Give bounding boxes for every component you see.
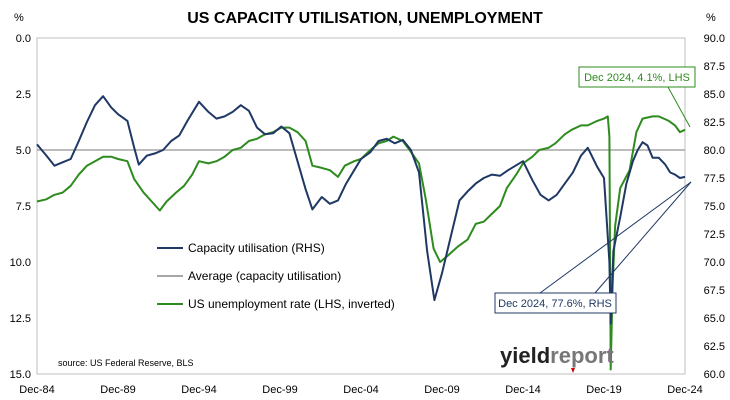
right-tick-label: 80.0 <box>704 145 725 157</box>
left-tick-label: 2.5 <box>16 89 31 101</box>
series-layer <box>36 95 686 371</box>
left-tick-label: 5.0 <box>16 145 31 157</box>
source-note: source: US Federal Reserve, BLS <box>58 358 194 368</box>
right-tick-label: 82.5 <box>704 117 725 129</box>
right-tick-label: 70.0 <box>704 257 725 269</box>
left-tick-label: 7.5 <box>16 201 31 213</box>
left-axis: 0.0 2.5 5.0 7.5 10.0 12.5 15.0 <box>10 33 31 381</box>
yieldreport-logo: yieldreport <box>500 343 614 373</box>
right-tick-label: 65.0 <box>704 313 725 325</box>
right-axis-unit: % <box>706 12 716 24</box>
logo-text: yieldreport <box>500 343 614 368</box>
right-tick-label: 77.5 <box>704 173 725 185</box>
x-tick-label: Dec-99 <box>262 384 297 396</box>
x-axis: Dec-84 Dec-89 Dec-94 Dec-99 Dec-04 Dec-09 Dec-… <box>19 384 702 396</box>
x-tick-label: Dec-14 <box>505 384 540 396</box>
x-tick-label: Dec-84 <box>19 384 54 396</box>
right-axis: 60.0 62.5 65.0 67.5 70.0 72.5 75.0 77.5 80.0 82.5… <box>704 33 725 381</box>
left-tick-label: 10.0 <box>10 257 31 269</box>
left-axis-unit: % <box>14 12 24 24</box>
chart-title: US CAPACITY UTILISATION, UNEMPLOYMENT <box>187 10 543 27</box>
right-tick-label: 87.5 <box>704 61 725 73</box>
x-tick-label: Dec-24 <box>667 384 702 396</box>
annotation-leader-capacity-b <box>594 181 692 294</box>
right-tick-label: 90.0 <box>704 33 725 45</box>
annotation-text-capacity: Dec 2024, 77.6%, RHS <box>498 298 612 310</box>
x-tick-label: Dec-94 <box>181 384 216 396</box>
logo-part-report: report <box>550 343 614 368</box>
annotation-box-unemployment <box>578 66 696 88</box>
legend-label-capacity: Capacity utilisation (RHS) <box>188 241 325 255</box>
right-tick-label: 62.5 <box>704 341 725 353</box>
left-tick-label: 0.0 <box>16 33 31 45</box>
x-tick-label: Dec-09 <box>424 384 459 396</box>
annotation-unemployment: Dec 2024, 4.1%, LHS <box>578 66 696 128</box>
x-tick-label: Dec-89 <box>100 384 135 396</box>
annotation-leader-capacity-a <box>539 181 692 294</box>
legend-label-average: Average (capacity utilisation) <box>188 269 341 283</box>
capacity-utilisation-line <box>36 95 686 325</box>
right-tick-label: 75.0 <box>704 201 725 213</box>
x-tick-label: Dec-19 <box>586 384 621 396</box>
legend: Capacity utilisation (RHS) Average (capa… <box>157 241 395 311</box>
logo-marker-icon <box>571 368 575 373</box>
logo-part-yield: yield <box>500 343 550 368</box>
legend-label-unemployment: US unemployment rate (LHS, inverted) <box>188 297 395 311</box>
right-tick-label: 67.5 <box>704 285 725 297</box>
annotation-text-unemployment: Dec 2024, 4.1%, LHS <box>584 72 690 84</box>
annotation-capacity: Dec 2024, 77.6%, RHS <box>494 181 692 314</box>
plot-area <box>36 37 686 375</box>
right-tick-label: 60.0 <box>704 369 725 381</box>
left-tick-label: 15.0 <box>10 369 31 381</box>
left-tick-label: 12.5 <box>10 313 31 325</box>
x-tick-label: Dec-04 <box>343 384 378 396</box>
annotation-box-capacity <box>494 292 617 314</box>
unemployment-line <box>36 115 686 371</box>
right-tick-label: 85.0 <box>704 89 725 101</box>
annotation-leader-unemployment <box>667 86 691 128</box>
right-tick-label: 72.5 <box>704 229 725 241</box>
